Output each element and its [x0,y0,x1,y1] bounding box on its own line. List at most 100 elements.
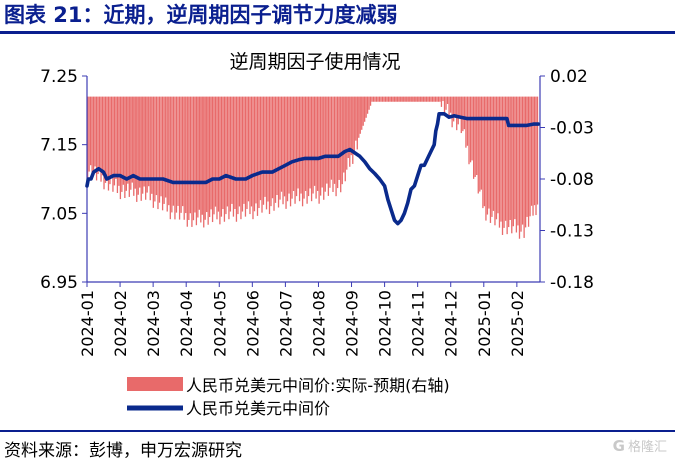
bar [347,96,349,159]
x-tick-label: 2024-06 [243,290,262,357]
bar [203,96,205,228]
bar [178,96,181,220]
bar [148,96,150,187]
bar [327,96,330,196]
bar [341,96,343,185]
bar [397,96,399,102]
left-tick-label: 7.05 [40,204,78,224]
bar [249,96,251,215]
bar [220,96,223,217]
bar [145,96,147,200]
bar [180,96,182,213]
bar [456,96,458,131]
bar [488,96,490,209]
bar [191,96,193,227]
left-tick-label: 7.25 [40,67,78,87]
bar [104,96,107,183]
bar [518,96,521,239]
bar [131,96,133,183]
bar [188,96,190,220]
bar [381,96,384,102]
bar [124,96,126,198]
bar [413,96,415,102]
bar [142,96,144,194]
bar [395,96,397,102]
bar [200,96,202,223]
bar [292,96,295,192]
bar [336,96,339,189]
bar [410,96,412,102]
bar [517,96,519,226]
bar [112,96,114,192]
x-tick-label: 2024-07 [276,290,295,357]
bar [87,96,89,178]
bar [503,96,505,228]
bar [326,96,328,184]
bar [335,96,337,197]
x-tick-label: 2024-02 [111,290,130,357]
legend-bar-swatch [127,377,183,391]
watermark: G 格隆汇 [613,436,667,456]
bar [151,96,153,194]
bar [451,96,453,128]
figure-title: 图表 21：近期，逆周期因子调节力度减弱 [4,3,398,27]
bar [416,96,418,102]
bar [211,96,214,223]
bar [214,96,217,207]
bar [217,96,220,212]
bar-series [87,96,539,239]
bar [384,96,387,102]
bar [465,96,467,148]
bar [255,96,257,204]
bar [486,96,489,215]
bar [182,96,184,207]
bar [425,96,428,102]
bar [171,96,173,213]
bar [303,96,305,199]
bar [483,96,486,207]
bar [192,96,195,221]
line-cny-fixing [85,112,541,226]
bar [489,96,492,223]
bar [101,96,104,176]
bar [258,96,260,209]
bar [133,96,135,196]
bar [378,96,381,102]
bar [88,96,90,172]
bar [92,96,95,173]
bar [204,96,206,220]
x-tick-label: 2025-01 [475,290,494,357]
bar [271,96,274,199]
bar [288,96,290,194]
bar [169,96,171,220]
bar [445,96,447,110]
bar [453,96,455,122]
bar [355,96,357,141]
bar [394,96,396,102]
bar [468,96,470,165]
bar [321,96,323,188]
bar [521,96,524,225]
bar [232,96,235,217]
bar [197,96,199,218]
title-rule [0,31,675,34]
bar [295,96,298,197]
bar [514,96,516,220]
bar [389,96,391,102]
bar [383,96,385,102]
bar [492,96,495,211]
bar [163,96,165,204]
bar [318,96,320,204]
bar [358,96,360,138]
bar [89,96,92,166]
bar [154,96,156,202]
bar [198,96,200,210]
bar [316,96,319,191]
bar [161,96,164,211]
bar [189,96,192,214]
bar [422,96,424,102]
bar [223,96,226,222]
bar [371,96,373,102]
bar [313,96,316,186]
bar [139,96,141,188]
